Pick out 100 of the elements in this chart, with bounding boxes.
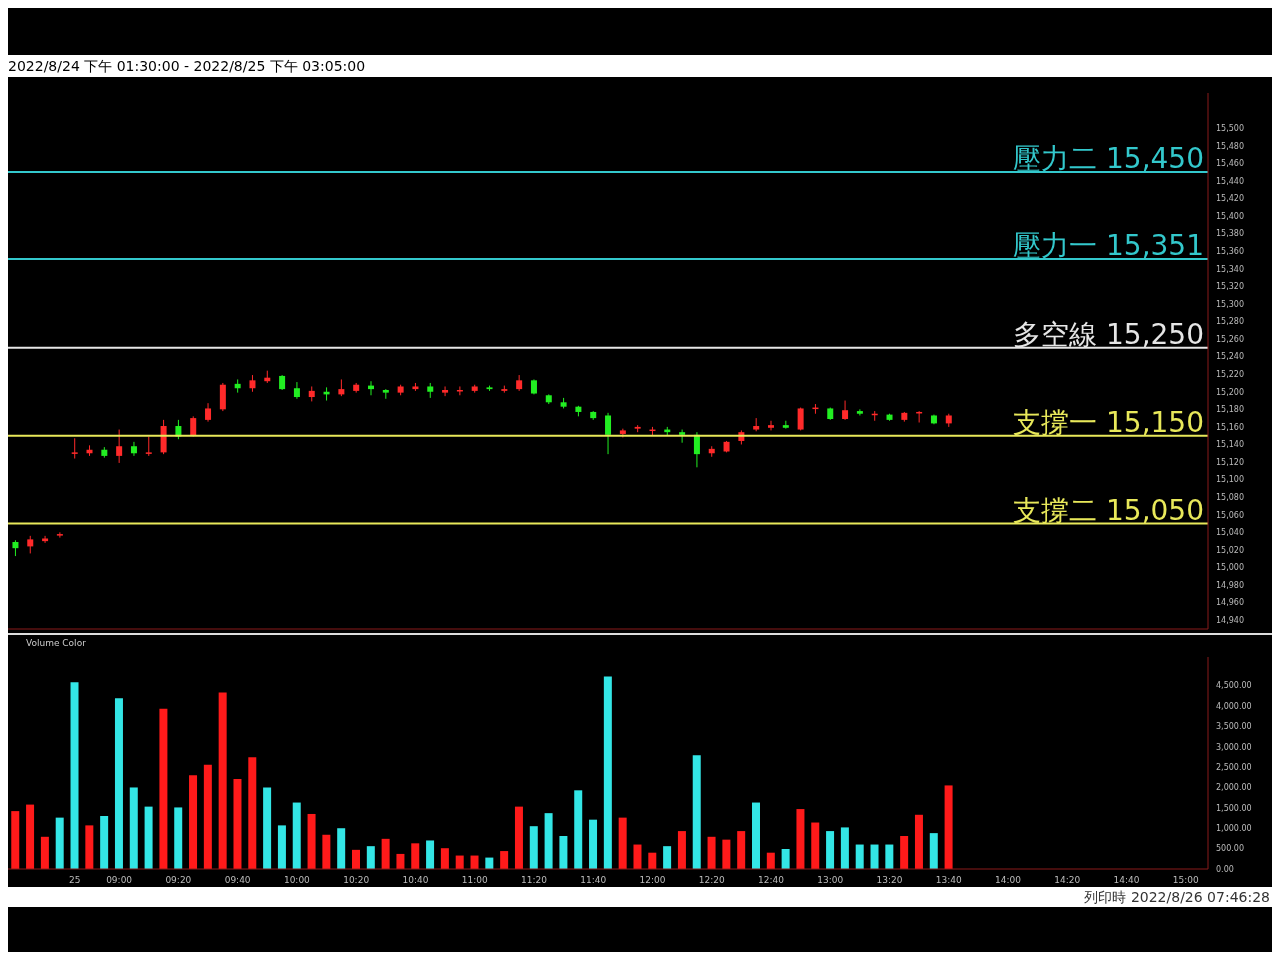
bar xyxy=(514,806,523,869)
candlestick xyxy=(145,436,152,457)
bar xyxy=(263,787,272,869)
chart-title: Volume Color xyxy=(26,638,86,648)
y-tick-label: 15,460 xyxy=(1216,159,1244,169)
y-tick-label: 4,000.00 xyxy=(1216,701,1252,711)
y-tick-label: 2,000.00 xyxy=(1216,783,1252,793)
x-tick-label: 25 xyxy=(68,875,81,886)
bar xyxy=(189,775,198,869)
y-tick-label: 14,940 xyxy=(1216,616,1244,626)
bar xyxy=(944,785,953,869)
y-tick-label: 15,280 xyxy=(1216,317,1244,327)
y-tick-label: 15,380 xyxy=(1216,229,1244,239)
y-tick-label: 15,100 xyxy=(1216,475,1244,485)
y-tick-label: 15,500 xyxy=(1216,123,1244,133)
text: 列印時 2022/8/26 07:46:28 xyxy=(8,887,1272,907)
bar xyxy=(248,757,257,869)
y-tick-label: 15,160 xyxy=(1216,422,1244,432)
x-tick-label: 11:00 xyxy=(461,875,488,886)
bar xyxy=(85,825,94,869)
bar xyxy=(277,825,286,869)
candlestick xyxy=(856,408,863,416)
bar xyxy=(544,813,553,869)
bar xyxy=(11,811,20,869)
bar xyxy=(677,831,686,869)
ref-line-label: 壓力二 15,450 xyxy=(1013,142,1204,176)
x-tick-label: 13:20 xyxy=(876,875,903,886)
y-tick-label: 14,960 xyxy=(1216,598,1244,608)
bar xyxy=(218,692,227,869)
y-tick-label: 0.00 xyxy=(1216,864,1234,874)
y-tick-label: 15,220 xyxy=(1216,370,1244,380)
x-tick-label: 12:00 xyxy=(639,875,666,886)
x-tick-label: 11:40 xyxy=(580,875,607,886)
bar xyxy=(381,838,390,869)
bar xyxy=(603,676,612,869)
bar xyxy=(692,755,701,869)
candlestick xyxy=(842,400,849,421)
candlestick xyxy=(293,381,300,400)
bar xyxy=(885,844,894,869)
bar xyxy=(781,849,790,869)
y-tick-label: 15,360 xyxy=(1216,247,1244,256)
bar xyxy=(663,846,672,869)
x-tick-label: 10:40 xyxy=(402,875,429,886)
bar xyxy=(292,802,301,869)
y-tick-label: 15,140 xyxy=(1216,440,1244,450)
candlestick xyxy=(56,531,63,539)
x-tick-label: 14:20 xyxy=(1054,875,1081,886)
bar xyxy=(648,852,657,869)
candlestick xyxy=(116,429,123,464)
bar xyxy=(559,835,568,869)
y-tick-label: 15,180 xyxy=(1216,405,1244,415)
bar xyxy=(307,813,316,869)
bar xyxy=(870,844,879,869)
ref-line-label: 支撐二 15,050 xyxy=(1013,493,1204,527)
x-tick-label: 15:00 xyxy=(1172,875,1200,886)
x-tick-label: 13:40 xyxy=(935,875,962,886)
ref-line-label: 支撐一 15,150 xyxy=(1013,405,1204,439)
bar xyxy=(159,708,168,869)
bar xyxy=(574,790,583,869)
candlestick xyxy=(205,402,212,423)
bar xyxy=(589,819,598,869)
y-tick-label: 15,320 xyxy=(1216,282,1244,292)
bar xyxy=(633,844,642,869)
x-tick-label: 14:00 xyxy=(995,875,1022,886)
y-tick-label: 3,500.00 xyxy=(1216,722,1252,732)
y-tick-label: 15,260 xyxy=(1216,334,1244,344)
bar xyxy=(352,849,360,869)
bar xyxy=(203,764,212,869)
y-tick-label: 15,200 xyxy=(1216,387,1244,397)
x-tick-label: 12:40 xyxy=(757,875,785,886)
bar xyxy=(322,834,331,869)
bar xyxy=(174,807,183,869)
bar xyxy=(55,817,64,869)
y-tick-label: 15,000 xyxy=(1216,563,1244,573)
y-tick-label: 15,440 xyxy=(1216,176,1244,186)
bar xyxy=(722,839,731,869)
bar xyxy=(26,804,35,869)
y-tick-label: 1,500.00 xyxy=(1216,803,1252,813)
y-tick-label: 500.00 xyxy=(1216,844,1244,854)
y-tick-label: 15,060 xyxy=(1216,510,1244,520)
bar xyxy=(914,814,923,869)
y-tick-label: 15,120 xyxy=(1216,457,1244,467)
bar xyxy=(396,853,405,869)
x-tick-label: 09:40 xyxy=(224,875,251,886)
bar xyxy=(529,826,538,869)
x-tick-label: 09:20 xyxy=(165,875,192,886)
y-tick-label: 4,500.00 xyxy=(1216,681,1252,691)
bar xyxy=(40,836,49,869)
candlestick xyxy=(442,385,449,397)
bar xyxy=(100,816,109,869)
x-tick-label: 14:40 xyxy=(1113,875,1140,886)
bar xyxy=(796,809,805,869)
x-tick-label: 09:00 xyxy=(106,875,133,886)
y-tick-label: 15,020 xyxy=(1216,545,1244,555)
y-tick-label: 15,240 xyxy=(1216,352,1244,362)
bar xyxy=(411,843,420,869)
chart-title: 2022/8/24 下午 01:30:00 - 2022/8/25 下午 03:05:00 xyxy=(8,55,1272,77)
y-tick-label: 15,040 xyxy=(1216,528,1244,538)
y-tick-label: 1,000.00 xyxy=(1216,824,1252,834)
candlestick xyxy=(130,441,137,457)
